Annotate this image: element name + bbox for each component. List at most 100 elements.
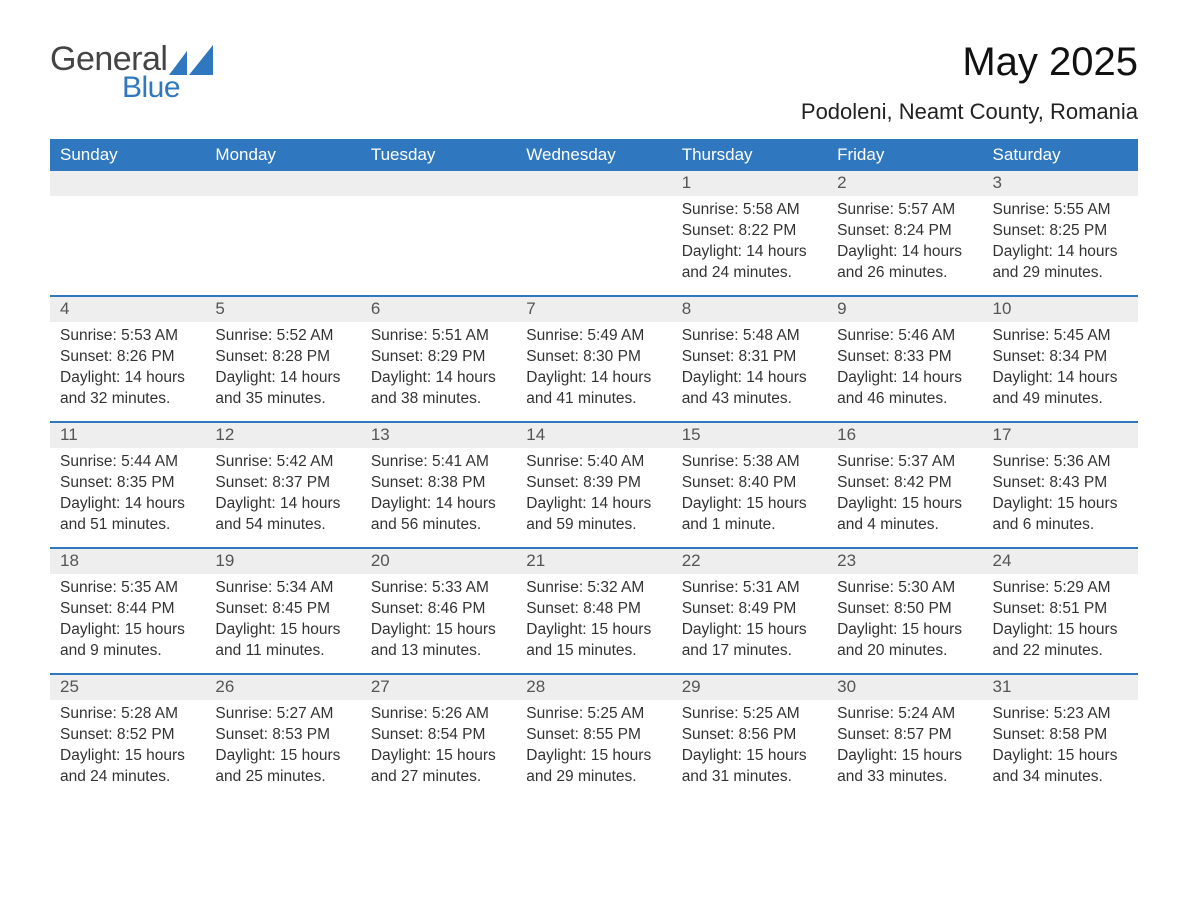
daylight-text: Daylight: 15 hours and 4 minutes. xyxy=(837,494,972,536)
day-number: 25 xyxy=(50,675,205,700)
day-number: 3 xyxy=(983,171,1138,196)
sunrise-text: Sunrise: 5:31 AM xyxy=(682,578,817,599)
daylight-text: Daylight: 14 hours and 24 minutes. xyxy=(682,242,817,284)
day-body xyxy=(361,196,516,206)
daylight-text: Daylight: 15 hours and 11 minutes. xyxy=(215,620,350,662)
day-number: 23 xyxy=(827,549,982,574)
day-header: Monday xyxy=(205,139,360,171)
calendar-day: 3Sunrise: 5:55 AMSunset: 8:25 PMDaylight… xyxy=(983,171,1138,295)
day-number: 29 xyxy=(672,675,827,700)
sunset-text: Sunset: 8:49 PM xyxy=(682,599,817,620)
sunset-text: Sunset: 8:35 PM xyxy=(60,473,195,494)
top-bar: General Blue May 2025 Podoleni, Neamt Co… xyxy=(50,40,1138,125)
day-number: 19 xyxy=(205,549,360,574)
day-body: Sunrise: 5:49 AMSunset: 8:30 PMDaylight:… xyxy=(516,322,671,416)
day-body: Sunrise: 5:53 AMSunset: 8:26 PMDaylight:… xyxy=(50,322,205,416)
day-body: Sunrise: 5:41 AMSunset: 8:38 PMDaylight:… xyxy=(361,448,516,542)
daylight-text: Daylight: 14 hours and 49 minutes. xyxy=(993,368,1128,410)
day-header: Tuesday xyxy=(361,139,516,171)
sunrise-text: Sunrise: 5:48 AM xyxy=(682,326,817,347)
day-number: 20 xyxy=(361,549,516,574)
daylight-text: Daylight: 14 hours and 59 minutes. xyxy=(526,494,661,536)
calendar-day: 23Sunrise: 5:30 AMSunset: 8:50 PMDayligh… xyxy=(827,549,982,673)
calendar-week: 18Sunrise: 5:35 AMSunset: 8:44 PMDayligh… xyxy=(50,547,1138,673)
calendar-day: 13Sunrise: 5:41 AMSunset: 8:38 PMDayligh… xyxy=(361,423,516,547)
daylight-text: Daylight: 14 hours and 41 minutes. xyxy=(526,368,661,410)
calendar-day: 15Sunrise: 5:38 AMSunset: 8:40 PMDayligh… xyxy=(672,423,827,547)
day-number: 11 xyxy=(50,423,205,448)
sunset-text: Sunset: 8:43 PM xyxy=(993,473,1128,494)
day-header: Saturday xyxy=(983,139,1138,171)
sunset-text: Sunset: 8:56 PM xyxy=(682,725,817,746)
day-body: Sunrise: 5:46 AMSunset: 8:33 PMDaylight:… xyxy=(827,322,982,416)
day-number: 8 xyxy=(672,297,827,322)
daylight-text: Daylight: 14 hours and 51 minutes. xyxy=(60,494,195,536)
day-body xyxy=(516,196,671,206)
daylight-text: Daylight: 14 hours and 56 minutes. xyxy=(371,494,506,536)
day-number: 28 xyxy=(516,675,671,700)
daylight-text: Daylight: 15 hours and 20 minutes. xyxy=(837,620,972,662)
daylight-text: Daylight: 14 hours and 35 minutes. xyxy=(215,368,350,410)
day-number: 31 xyxy=(983,675,1138,700)
day-body: Sunrise: 5:45 AMSunset: 8:34 PMDaylight:… xyxy=(983,322,1138,416)
day-body: Sunrise: 5:44 AMSunset: 8:35 PMDaylight:… xyxy=(50,448,205,542)
day-body: Sunrise: 5:29 AMSunset: 8:51 PMDaylight:… xyxy=(983,574,1138,668)
day-body: Sunrise: 5:24 AMSunset: 8:57 PMDaylight:… xyxy=(827,700,982,794)
calendar-day: 6Sunrise: 5:51 AMSunset: 8:29 PMDaylight… xyxy=(361,297,516,421)
day-body: Sunrise: 5:40 AMSunset: 8:39 PMDaylight:… xyxy=(516,448,671,542)
day-number: 14 xyxy=(516,423,671,448)
calendar-day: 11Sunrise: 5:44 AMSunset: 8:35 PMDayligh… xyxy=(50,423,205,547)
sunrise-text: Sunrise: 5:28 AM xyxy=(60,704,195,725)
sunset-text: Sunset: 8:50 PM xyxy=(837,599,972,620)
sunrise-text: Sunrise: 5:36 AM xyxy=(993,452,1128,473)
daylight-text: Daylight: 15 hours and 22 minutes. xyxy=(993,620,1128,662)
calendar-day xyxy=(205,171,360,295)
day-number: 4 xyxy=(50,297,205,322)
day-number xyxy=(50,171,205,196)
sunrise-text: Sunrise: 5:45 AM xyxy=(993,326,1128,347)
sunset-text: Sunset: 8:40 PM xyxy=(682,473,817,494)
day-body: Sunrise: 5:26 AMSunset: 8:54 PMDaylight:… xyxy=(361,700,516,794)
calendar-week: 4Sunrise: 5:53 AMSunset: 8:26 PMDaylight… xyxy=(50,295,1138,421)
calendar-day: 16Sunrise: 5:37 AMSunset: 8:42 PMDayligh… xyxy=(827,423,982,547)
sunset-text: Sunset: 8:26 PM xyxy=(60,347,195,368)
day-number: 10 xyxy=(983,297,1138,322)
sunset-text: Sunset: 8:45 PM xyxy=(215,599,350,620)
sunrise-text: Sunrise: 5:27 AM xyxy=(215,704,350,725)
page: General Blue May 2025 Podoleni, Neamt Co… xyxy=(0,0,1188,799)
daylight-text: Daylight: 15 hours and 31 minutes. xyxy=(682,746,817,788)
sunrise-text: Sunrise: 5:25 AM xyxy=(526,704,661,725)
sunrise-text: Sunrise: 5:41 AM xyxy=(371,452,506,473)
day-body: Sunrise: 5:51 AMSunset: 8:29 PMDaylight:… xyxy=(361,322,516,416)
sunset-text: Sunset: 8:22 PM xyxy=(682,221,817,242)
day-header: Sunday xyxy=(50,139,205,171)
daylight-text: Daylight: 15 hours and 27 minutes. xyxy=(371,746,506,788)
calendar-day: 17Sunrise: 5:36 AMSunset: 8:43 PMDayligh… xyxy=(983,423,1138,547)
day-number: 30 xyxy=(827,675,982,700)
sunset-text: Sunset: 8:39 PM xyxy=(526,473,661,494)
daylight-text: Daylight: 15 hours and 1 minute. xyxy=(682,494,817,536)
daylight-text: Daylight: 15 hours and 24 minutes. xyxy=(60,746,195,788)
calendar-day: 12Sunrise: 5:42 AMSunset: 8:37 PMDayligh… xyxy=(205,423,360,547)
day-number: 16 xyxy=(827,423,982,448)
day-number: 5 xyxy=(205,297,360,322)
calendar-day: 28Sunrise: 5:25 AMSunset: 8:55 PMDayligh… xyxy=(516,675,671,799)
calendar-day: 8Sunrise: 5:48 AMSunset: 8:31 PMDaylight… xyxy=(672,297,827,421)
daylight-text: Daylight: 15 hours and 9 minutes. xyxy=(60,620,195,662)
calendar-day: 1Sunrise: 5:58 AMSunset: 8:22 PMDaylight… xyxy=(672,171,827,295)
sunrise-text: Sunrise: 5:37 AM xyxy=(837,452,972,473)
calendar-day: 20Sunrise: 5:33 AMSunset: 8:46 PMDayligh… xyxy=(361,549,516,673)
day-body: Sunrise: 5:28 AMSunset: 8:52 PMDaylight:… xyxy=(50,700,205,794)
day-body: Sunrise: 5:34 AMSunset: 8:45 PMDaylight:… xyxy=(205,574,360,668)
calendar-day: 24Sunrise: 5:29 AMSunset: 8:51 PMDayligh… xyxy=(983,549,1138,673)
calendar: SundayMondayTuesdayWednesdayThursdayFrid… xyxy=(50,139,1138,799)
sunset-text: Sunset: 8:24 PM xyxy=(837,221,972,242)
calendar-day: 22Sunrise: 5:31 AMSunset: 8:49 PMDayligh… xyxy=(672,549,827,673)
day-body: Sunrise: 5:25 AMSunset: 8:55 PMDaylight:… xyxy=(516,700,671,794)
sunrise-text: Sunrise: 5:40 AM xyxy=(526,452,661,473)
day-body: Sunrise: 5:33 AMSunset: 8:46 PMDaylight:… xyxy=(361,574,516,668)
page-title: May 2025 xyxy=(801,40,1138,85)
sunset-text: Sunset: 8:37 PM xyxy=(215,473,350,494)
calendar-day: 10Sunrise: 5:45 AMSunset: 8:34 PMDayligh… xyxy=(983,297,1138,421)
sunrise-text: Sunrise: 5:38 AM xyxy=(682,452,817,473)
